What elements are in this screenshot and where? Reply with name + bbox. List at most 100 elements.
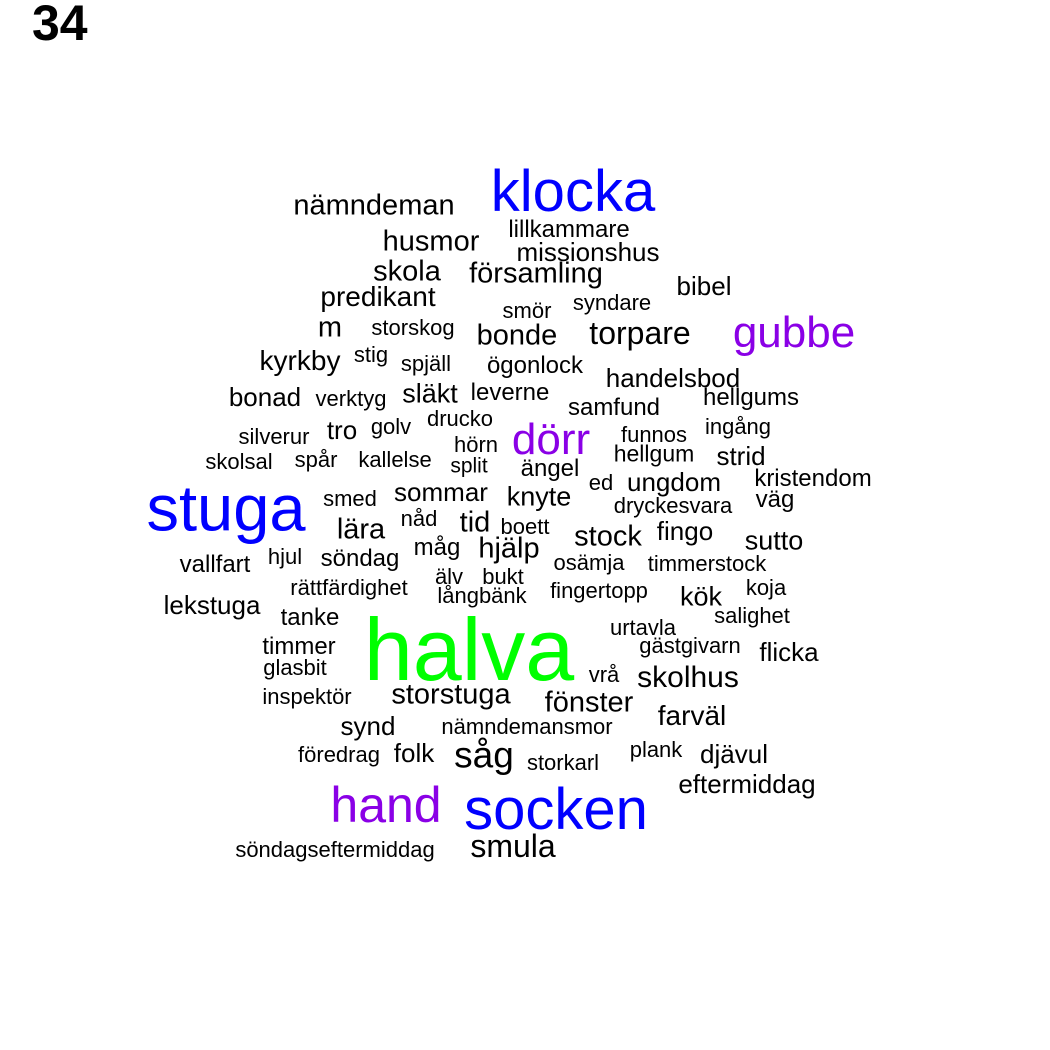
word-5: skola — [373, 255, 441, 288]
word-70: koja — [745, 575, 787, 600]
word-6: församling — [469, 257, 603, 290]
word-48: kristendom — [754, 465, 872, 492]
word-17: stig — [353, 342, 389, 367]
word-68: långbänk — [437, 583, 527, 608]
word-31: hörn — [453, 432, 499, 457]
word-37: kallelse — [358, 447, 432, 472]
word-69: fingertopp — [550, 578, 648, 603]
word-71: kök — [679, 581, 723, 612]
word-39: ängel — [520, 455, 580, 482]
word-20: handelsbod — [605, 363, 741, 393]
word-99: smula — [470, 828, 556, 864]
word-14: torpare — [589, 315, 691, 351]
word-36: spår — [294, 447, 338, 472]
word-2: lillkammare — [508, 216, 630, 243]
word-78: gästgivarn — [639, 633, 741, 658]
word-11: m — [317, 311, 343, 344]
word-18: spjäll — [400, 351, 452, 376]
word-92: storkarl — [526, 750, 600, 775]
word-95: eftermiddag — [678, 769, 816, 799]
word-47: ungdom — [627, 467, 721, 497]
word-8: predikant — [320, 281, 436, 312]
word-58: vallfart — [179, 551, 251, 578]
word-49: dryckesvara — [613, 493, 733, 518]
word-65: älv — [434, 564, 464, 589]
word-1: nämndeman — [293, 189, 455, 222]
word-56: fingo — [656, 516, 714, 546]
word-88: nämndemansmor — [441, 714, 613, 739]
word-89: föredrag — [298, 742, 380, 767]
word-85: fönster — [544, 686, 634, 719]
word-57: sutto — [744, 525, 804, 556]
word-67: rättfärdighet — [290, 575, 408, 600]
word-29: golv — [370, 414, 412, 439]
word-7: bibel — [676, 271, 732, 301]
word-33: funnos — [620, 422, 688, 447]
word-54: boett — [500, 514, 550, 539]
word-98: söndagseftermiddag — [235, 837, 435, 862]
word-26: hellgums — [702, 384, 800, 411]
word-86: farväl — [657, 700, 727, 731]
word-66: bukt — [482, 564, 524, 589]
word-80: glasbit — [263, 655, 327, 680]
word-38: split — [450, 454, 488, 478]
word-15: gubbe — [732, 308, 856, 357]
word-62: hjälp — [478, 532, 540, 565]
word-97: socken — [464, 777, 648, 842]
word-34: ingång — [704, 414, 772, 439]
word-72: lekstuga — [163, 590, 261, 620]
word-12: storskog — [371, 315, 455, 340]
word-40: hellgum — [613, 440, 695, 467]
word-10: smör — [502, 298, 552, 323]
word-22: verktyg — [315, 386, 387, 411]
word-45: knyte — [506, 481, 572, 512]
word-55: stock — [574, 520, 642, 553]
word-4: missionshus — [516, 237, 660, 267]
word-25: samfund — [567, 394, 661, 421]
word-53: tid — [459, 506, 491, 539]
word-91: såg — [454, 734, 514, 776]
word-50: väg — [755, 486, 795, 513]
word-9: syndare — [572, 290, 652, 315]
word-3: husmor — [382, 225, 480, 258]
word-73: tanke — [280, 604, 340, 631]
page-number: 34 — [32, 0, 88, 51]
word-77: timmer — [262, 633, 336, 660]
word-28: tro — [326, 415, 358, 445]
word-32: dörr — [511, 415, 591, 464]
word-13: bonde — [476, 319, 558, 352]
word-30: drucko — [426, 406, 494, 431]
word-87: synd — [340, 711, 396, 741]
word-64: timmerstock — [647, 551, 767, 576]
word-24: leverne — [470, 379, 550, 406]
word-96: hand — [330, 777, 442, 833]
word-93: plank — [629, 737, 683, 762]
word-23: släkt — [402, 378, 458, 409]
word-43: smed — [323, 486, 377, 511]
word-52: nåd — [400, 506, 438, 531]
word-79: flicka — [759, 637, 819, 667]
word-81: vrå — [588, 662, 620, 687]
word-94: djävul — [700, 739, 768, 769]
word-42: stuga — [146, 471, 306, 545]
word-83: inspektör — [262, 684, 352, 709]
word-21: bonad — [228, 382, 302, 412]
word-61: måg — [413, 534, 461, 561]
word-84: storstuga — [391, 678, 511, 711]
word-41: strid — [716, 441, 766, 471]
word-63: osämja — [553, 550, 625, 575]
word-76: urtavla — [609, 615, 677, 640]
word-75: halva — [363, 600, 575, 699]
word-16: kyrkby — [259, 345, 341, 376]
word-19: ögonlock — [486, 352, 584, 379]
word-60: söndag — [320, 545, 400, 572]
word-59: hjul — [267, 544, 303, 569]
word-46: ed — [588, 470, 614, 495]
word-44: sommar — [394, 477, 488, 507]
word-35: skolsal — [205, 449, 273, 474]
word-90: folk — [393, 738, 435, 768]
word-27: silverur — [238, 424, 310, 449]
word-51: lära — [336, 513, 386, 546]
word-82: skolhus — [637, 661, 739, 694]
